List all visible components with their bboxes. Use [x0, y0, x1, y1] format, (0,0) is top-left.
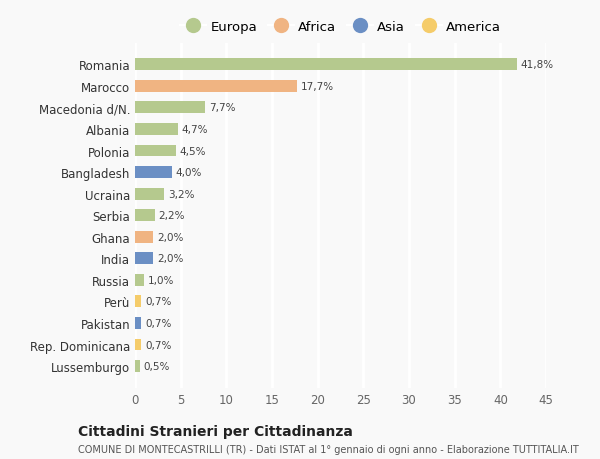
Bar — [135, 339, 142, 351]
Bar — [135, 317, 142, 329]
Bar — [135, 59, 517, 71]
Text: 0,7%: 0,7% — [145, 297, 172, 307]
Text: 2,2%: 2,2% — [159, 211, 185, 221]
Text: 0,7%: 0,7% — [145, 318, 172, 328]
Bar — [135, 274, 144, 286]
Bar — [135, 102, 205, 114]
Bar — [135, 296, 142, 308]
Bar — [135, 146, 176, 157]
Text: 4,0%: 4,0% — [175, 168, 202, 178]
Text: 2,0%: 2,0% — [157, 232, 183, 242]
Text: 4,5%: 4,5% — [180, 146, 206, 156]
Text: 4,7%: 4,7% — [182, 125, 208, 134]
Bar — [135, 124, 178, 135]
Text: 3,2%: 3,2% — [168, 189, 194, 199]
Bar — [135, 253, 153, 265]
Text: 17,7%: 17,7% — [301, 82, 334, 92]
Bar — [135, 360, 140, 372]
Bar — [135, 210, 155, 222]
Bar — [135, 81, 296, 93]
Text: 2,0%: 2,0% — [157, 254, 183, 264]
Text: 1,0%: 1,0% — [148, 275, 174, 285]
Text: 41,8%: 41,8% — [520, 60, 554, 70]
Legend: Europa, Africa, Asia, America: Europa, Africa, Asia, America — [175, 16, 506, 39]
Text: COMUNE DI MONTECASTRILLI (TR) - Dati ISTAT al 1° gennaio di ogni anno - Elaboraz: COMUNE DI MONTECASTRILLI (TR) - Dati IST… — [78, 444, 579, 454]
Text: 7,7%: 7,7% — [209, 103, 235, 113]
Bar — [135, 231, 153, 243]
Text: 0,7%: 0,7% — [145, 340, 172, 350]
Text: Cittadini Stranieri per Cittadinanza: Cittadini Stranieri per Cittadinanza — [78, 425, 353, 438]
Bar — [135, 188, 164, 200]
Text: 0,5%: 0,5% — [143, 361, 170, 371]
Bar — [135, 167, 172, 179]
